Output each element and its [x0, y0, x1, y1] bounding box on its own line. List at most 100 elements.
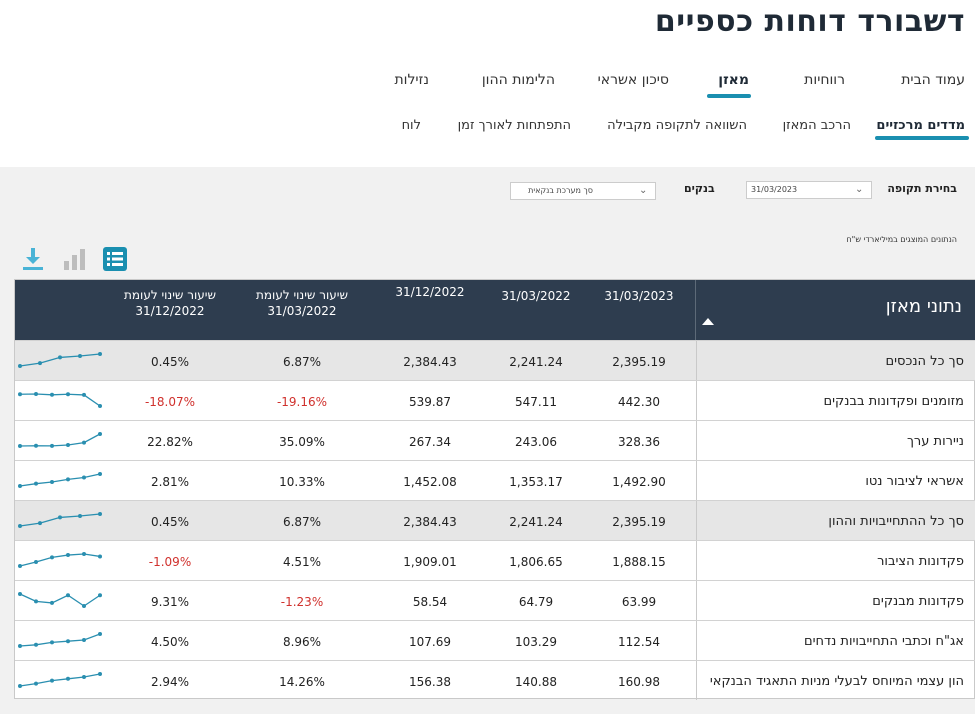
nav-balance[interactable]: מאזן	[718, 72, 749, 88]
nav-capital-adequacy[interactable]: הלימות ההון	[481, 72, 555, 88]
cell-v1: 2,395.19	[612, 515, 666, 529]
table-title-cell[interactable]: נתוני מאזן	[695, 280, 975, 340]
col-header[interactable]: 31/12/2022	[395, 285, 465, 299]
row-label: הון עצמי המיוחס לבעלי מניות התאגיד הבנקא…	[696, 661, 975, 700]
cell-v2: 1,806.65	[509, 555, 563, 569]
cell-c1: 10.33%	[279, 475, 325, 489]
trend-sparkline	[18, 552, 102, 568]
table-view-icon[interactable]	[102, 246, 128, 272]
trend-sparkline	[18, 592, 102, 608]
cell-c1: -19.16%	[276, 395, 328, 409]
cell-c1: 6.87%	[282, 355, 322, 369]
cell-c2: 2.81%	[150, 475, 190, 489]
subnav-active-underline	[875, 136, 969, 140]
row-label: אשראי לציבור נטו	[696, 461, 975, 500]
sparkline-point	[66, 477, 70, 482]
cell-v3: 267.34	[409, 435, 451, 449]
cell-v3: 58.54	[412, 595, 448, 609]
sparkline-point	[66, 553, 70, 558]
subnav-key-metrics[interactable]: מדדים מרכזיים	[876, 118, 965, 133]
period-select[interactable]: 31/03/2023 ⌄	[746, 181, 872, 199]
nav-liquidity[interactable]: נזילות	[394, 72, 429, 88]
cell-v3: 1,452.08	[403, 475, 457, 489]
sparkline-point	[82, 675, 86, 679]
subnav-board[interactable]: לוח	[401, 118, 421, 133]
sparkline-point	[34, 443, 38, 448]
banks-select[interactable]: סך מערכת בנקאית ⌄	[510, 182, 656, 200]
sparkline-point	[98, 672, 102, 676]
subnav-balance-composition[interactable]: הרכב המאזן	[782, 118, 851, 133]
nav-profitability[interactable]: רווחיות	[804, 72, 845, 88]
nav-credit-risk[interactable]: סיכון אשראי	[597, 72, 669, 88]
cell-v2: 64.79	[518, 595, 554, 609]
cell-c2: 9.31%	[150, 595, 190, 609]
sparkline-point	[98, 352, 102, 356]
cell-c2: 22.82%	[147, 435, 193, 449]
nav-home[interactable]: עמוד הבית	[901, 72, 965, 88]
sparkline-point	[34, 560, 38, 565]
sparkline-line	[19, 633, 101, 647]
sparkline-line	[19, 673, 101, 687]
cell-v2: 243.06	[515, 435, 557, 449]
chevron-down-icon: ⌄	[639, 185, 648, 196]
sparkline-point	[82, 638, 86, 642]
chevron-down-icon: ⌄	[855, 184, 864, 195]
cell-v3: 2,384.43	[403, 355, 457, 369]
cell-v1: 442.30	[618, 395, 660, 409]
trend-sparkline	[18, 672, 102, 688]
units-note: הנתונים המוצגים במיליארדי ש"ח	[846, 235, 957, 244]
table-row: הון עצמי המיוחס לבעלי מניות התאגיד הבנקא…	[15, 660, 975, 700]
sparkline-point	[50, 443, 54, 448]
sparkline-point	[18, 444, 22, 448]
sparkline-point	[50, 600, 54, 605]
trend-sparkline	[18, 352, 102, 368]
sparkline-point	[18, 564, 22, 568]
sparkline-point	[98, 404, 102, 408]
sparkline-point	[34, 481, 38, 486]
sparkline-point	[98, 512, 102, 516]
row-label: ניירות ערך	[696, 421, 975, 460]
cell-c1: -1.23%	[280, 595, 324, 609]
cell-v1: 328.36	[618, 435, 660, 449]
col-header[interactable]: שיעור שינוי לעומת 31/12/2022	[124, 288, 216, 318]
col-header[interactable]: 31/03/2022	[501, 289, 571, 303]
cell-v2: 547.11	[515, 395, 557, 409]
sparkline-point	[50, 678, 54, 683]
col-header[interactable]: שיעור שינוי לעומת 31/03/2022	[256, 288, 348, 318]
trend-sparkline	[18, 512, 102, 528]
sort-asc-icon[interactable]	[702, 318, 714, 325]
row-label: פקדונות מבנקים	[696, 581, 975, 620]
banks-select-value: סך מערכת בנקאית	[528, 186, 593, 195]
table-header: נתוני מאזן 31/03/2023 31/03/2022 31/12/2…	[15, 280, 975, 340]
period-label: בחירת תקופה	[887, 182, 957, 195]
cell-v3: 539.87	[409, 395, 451, 409]
sparkline-line	[19, 553, 101, 567]
download-icon[interactable]	[20, 246, 46, 272]
cell-v1: 63.99	[621, 595, 657, 609]
bar-chart-icon[interactable]	[62, 246, 88, 272]
cell-v2: 103.29	[515, 635, 557, 649]
cell-c2: 0.45%	[150, 515, 190, 529]
col-header[interactable]: 31/03/2023	[604, 289, 674, 303]
balance-table: נתוני מאזן 31/03/2023 31/03/2022 31/12/2…	[14, 279, 975, 700]
cell-c2: 2.94%	[150, 675, 190, 689]
cell-v1: 112.54	[618, 635, 660, 649]
sparkline-point	[34, 681, 38, 686]
subnav-period-comparison[interactable]: השוואה לתקופה מקבילה	[607, 118, 747, 133]
trend-sparkline	[18, 632, 102, 648]
subnav-over-time[interactable]: התפתחות לאורך זמן	[457, 118, 571, 133]
cell-v2: 2,241.24	[509, 515, 563, 529]
table-row: אשראי לציבור נטו 1,492.90 1,353.17 1,452.08…	[15, 460, 975, 500]
cell-v1: 2,395.19	[612, 355, 666, 369]
table-row: סך כל הנכסים 2,395.19 2,241.24 2,384.43 6.87…	[15, 340, 975, 380]
sparkline-point	[18, 364, 22, 368]
table-title: נתוני מאזן	[885, 296, 962, 317]
trend-sparkline	[18, 432, 102, 448]
sparkline-point	[34, 392, 38, 396]
sparkline-point	[82, 604, 86, 608]
row-label: מזומנים ופקדונות בבנקים	[696, 381, 975, 420]
cell-v1: 1,492.90	[612, 475, 666, 489]
row-label: סך כל ההתחייבויות וההון	[696, 501, 975, 540]
sparkline-point	[66, 676, 70, 681]
sparkline-point	[50, 479, 54, 484]
